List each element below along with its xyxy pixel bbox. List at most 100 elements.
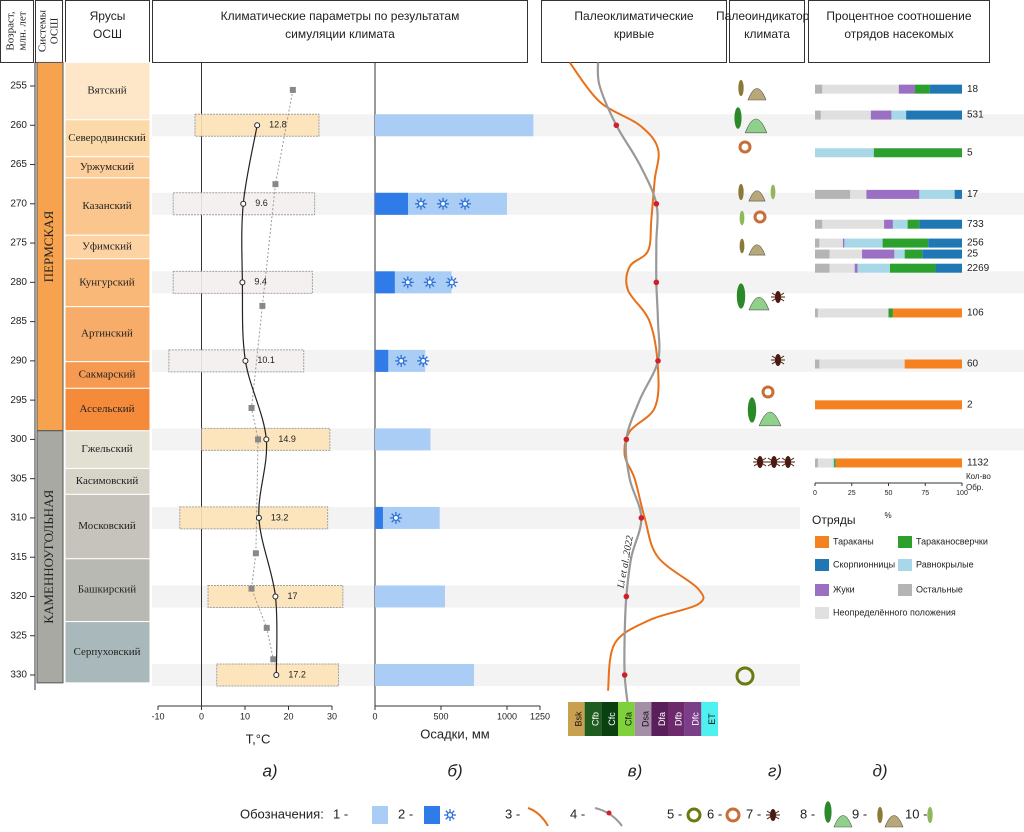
temp-dashed-point	[289, 86, 296, 93]
temp-value-label: 9.4	[254, 277, 267, 287]
curve-dot	[623, 436, 630, 443]
system-box	[36, 430, 64, 684]
gray-curve	[596, 62, 661, 707]
insect-segment	[815, 110, 821, 120]
fan-icon	[744, 118, 768, 134]
insect-legs	[771, 355, 785, 365]
insect-segment	[819, 359, 905, 369]
age-tick-label: 290	[10, 356, 27, 367]
temp-value-label: 17.2	[288, 669, 306, 679]
insect-legs	[781, 457, 795, 467]
insect-segment	[922, 249, 962, 259]
leaf-icon	[770, 184, 776, 200]
insect-segment	[904, 249, 923, 259]
koppen-cell	[668, 702, 685, 736]
legend-item: 8 -	[800, 806, 815, 821]
insect-count: 2	[967, 399, 973, 410]
stage-box	[64, 621, 151, 684]
fan-icon	[884, 815, 904, 828]
temp-dashed-point	[259, 302, 266, 309]
snowflake-core	[417, 200, 425, 207]
koppen-cell	[634, 702, 652, 736]
curve-dot	[653, 279, 660, 286]
snowflake-core	[420, 357, 427, 364]
age-tick-label: 300	[10, 434, 27, 445]
insect-segment	[817, 458, 833, 468]
legend-item: 6 -	[707, 806, 722, 821]
stage-name: Серпуховский	[74, 646, 141, 658]
insect-segment	[929, 84, 962, 94]
temp-dashed-point	[248, 404, 255, 411]
stage-box	[64, 430, 151, 469]
temp-axis-label: T,°C	[246, 731, 271, 746]
legend-swatch	[815, 559, 829, 571]
age-tick-label: 305	[10, 473, 27, 484]
insect-segment	[819, 238, 843, 248]
insect-count: 1132	[967, 458, 989, 469]
insect-segment	[815, 238, 820, 248]
age-tick-label: 285	[10, 316, 27, 327]
snowflake-core	[426, 279, 433, 286]
stage-name: Уфимский	[82, 241, 132, 253]
stage-name: Вятский	[87, 85, 126, 97]
legend-icon	[424, 806, 440, 824]
precip-bar	[375, 506, 440, 529]
legend-item: 2 -	[398, 806, 413, 821]
temp-point	[273, 672, 280, 678]
stage-box	[64, 177, 151, 236]
insect-segment	[815, 308, 818, 318]
temp-value-label: 14.9	[278, 434, 296, 444]
spore-icon	[761, 385, 775, 399]
stage-box	[64, 306, 151, 363]
insect-segment	[907, 219, 920, 229]
koppen-label: Bsk	[574, 711, 584, 727]
temp-tick-label: -10	[151, 711, 164, 721]
panel-label: в)	[628, 761, 643, 780]
koppen-cell	[618, 702, 635, 736]
temp-point	[272, 593, 279, 600]
snowflake-core	[439, 200, 447, 207]
insect-segment	[935, 263, 962, 273]
koppen-label: ET	[707, 713, 717, 725]
panel-label: д)	[872, 761, 887, 780]
snowflake-core	[448, 279, 455, 286]
citation: Li et al.,2022	[616, 535, 636, 590]
leaf-icon	[877, 806, 883, 824]
leaf-icon	[739, 238, 745, 254]
stage-name: Кунгурский	[79, 276, 135, 288]
header-box	[808, 0, 990, 63]
insect-tick-label: 50	[885, 490, 893, 497]
insect-legend-title: Отряды	[812, 513, 856, 527]
header-text: ОСШ	[93, 27, 122, 41]
insect-segment	[904, 359, 962, 369]
insect-count: 17	[967, 189, 979, 200]
age-tick-label: 310	[10, 513, 27, 524]
legend-title: Обозначения:	[240, 806, 324, 821]
spore-icon	[725, 807, 741, 823]
koppen-cell	[684, 702, 702, 736]
temp-point	[240, 200, 247, 207]
stage-box	[64, 387, 151, 432]
age-tick-label: 265	[10, 159, 27, 170]
leaf-icon	[747, 397, 757, 423]
insect-tick-label: 100	[956, 490, 968, 497]
koppen-cell	[568, 702, 585, 736]
koppen-label: Dfc	[690, 712, 700, 726]
legend-label: Равнокрылые	[916, 559, 974, 569]
header-box	[729, 0, 805, 63]
spore-icon	[686, 807, 702, 823]
stage-box	[64, 258, 151, 308]
panel-label: б)	[447, 761, 462, 780]
stage-box	[64, 558, 151, 623]
spore-icon	[753, 210, 767, 224]
insect-count: 531	[967, 110, 984, 121]
precip-bar	[375, 664, 474, 686]
snowflake-core	[392, 514, 400, 522]
precip-bar	[375, 428, 431, 451]
fan-icon	[758, 411, 782, 427]
age-tick-label: 315	[10, 552, 27, 563]
legend-label: Тараканосверчки	[916, 536, 988, 546]
snowflake	[445, 276, 458, 289]
insect-segment	[815, 148, 874, 158]
insect-count: 18	[967, 84, 979, 95]
